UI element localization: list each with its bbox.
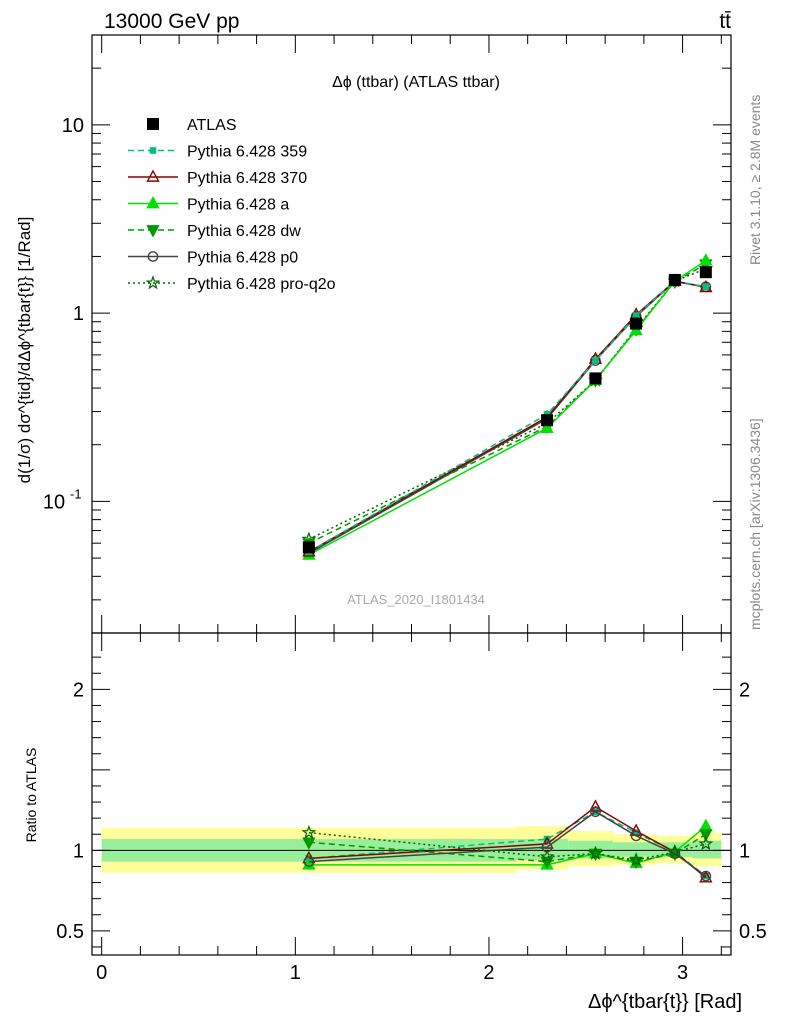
ratio-y-tick-label: 2 <box>73 679 84 701</box>
ratio-data-point <box>628 852 644 867</box>
ratio-series-layer <box>301 799 714 883</box>
main-data-point <box>302 541 315 554</box>
ratio-data-point <box>301 824 317 839</box>
legend-label: ATLAS <box>187 117 237 134</box>
ratio-data-point <box>699 870 713 883</box>
legend-label: Pythia 6.428 a <box>187 197 289 214</box>
ratio-y-tick-label-right: 2 <box>739 679 750 701</box>
main-axis-ticks: 10 -1 1 10 <box>43 34 731 634</box>
ratio-series-line <box>308 825 707 866</box>
legend-label: Pythia 6.428 dw <box>187 223 301 240</box>
ratio-frame-rect <box>91 632 732 956</box>
main-data-point <box>699 253 713 266</box>
main-data-point <box>540 420 554 433</box>
legend-marker <box>145 275 161 290</box>
main-data-point <box>668 273 681 286</box>
main-y-tick-label-exp: -1 <box>70 486 82 501</box>
legend: ATLAS Pythia 6.428 359 Pythia 6.428 370 Pyt… <box>128 117 336 293</box>
ratio-data-point <box>669 848 681 859</box>
ratio-y-tick-label: 1 <box>73 840 84 862</box>
main-data-point <box>699 266 712 279</box>
main-series-line <box>308 280 706 553</box>
ratio-y-tick-label: 0.5 <box>56 921 84 943</box>
main-title: Δϕ (ttbar) (ATLAS ttbar) <box>332 74 500 91</box>
rivet-label: Rivet 3.1.10, ≥ 2.8M events <box>747 95 763 265</box>
ratio-data-point <box>699 829 713 842</box>
ratio-plot-frame <box>91 632 732 956</box>
main-data-point <box>702 283 710 291</box>
ratio-data-point <box>302 857 316 870</box>
ratio-series-line <box>308 810 707 877</box>
ratio-data-point <box>700 870 712 882</box>
ratio-data-point <box>303 856 315 867</box>
main-panel: Δϕ (ttbar) (ATLAS ttbar) ATLAS_2020_I180… <box>15 74 500 607</box>
main-series-line <box>308 280 706 553</box>
legend-marker <box>146 169 160 182</box>
legend-marker <box>146 225 160 238</box>
legend-label: Pythia 6.428 370 <box>187 170 307 187</box>
ratio-data-point <box>632 829 640 836</box>
legend-marker <box>147 251 159 262</box>
legend-marker <box>146 195 160 209</box>
stat-uncertainty-band <box>612 842 658 857</box>
ratio-x-tick-label: 3 <box>677 962 688 984</box>
stat-uncertainty-band <box>692 840 722 859</box>
ratio-axis-ticks: 0 1 2 3 0.5 0.5 1 1 2 2 <box>56 633 767 984</box>
mcplots-label: mcplots.cern.ch [arXiv:1306.3436] <box>747 418 763 630</box>
main-data-point <box>632 312 640 319</box>
main-y-tick-label: 10 <box>62 115 84 137</box>
legend-label: Pythia 6.428 p0 <box>187 250 298 267</box>
main-data-point <box>592 357 599 364</box>
main-data-point <box>630 317 643 330</box>
main-series-line <box>308 268 707 540</box>
ratio-data-point <box>667 844 683 859</box>
main-series-line <box>308 280 706 554</box>
analysis-id: ATLAS_2020_I1801434 <box>347 592 485 607</box>
process-label: tt̄ <box>719 10 731 33</box>
main-data-point <box>541 414 554 427</box>
ratio-ylabel: Ratio to ATLAS <box>23 748 39 843</box>
beam-label: 13000 GeV pp <box>104 10 239 33</box>
main-data-point <box>589 372 602 385</box>
ratio-y-tick-label-right: 0.5 <box>739 921 767 943</box>
ratio-data-point <box>539 848 555 864</box>
ratio-xlabel: Δϕ^{tbar{t}} [Rad] <box>588 991 742 1013</box>
legend-label: Pythia 6.428 pro-q2o <box>187 276 336 293</box>
main-y-tick-label: 10 <box>43 491 65 513</box>
ratio-data-point <box>590 806 601 818</box>
ratio-x-tick-label: 2 <box>483 962 494 984</box>
main-y-tick-label: 1 <box>73 303 84 325</box>
main-ylabel: d(1/σ) dσ^{tid}/dΔϕ^{tbar{t}} [1/Rad] <box>15 217 34 484</box>
ratio-data-point <box>698 836 714 851</box>
ratio-x-tick-label: 1 <box>290 962 301 984</box>
ratio-data-point <box>302 837 316 850</box>
main-series-layer <box>301 253 714 560</box>
legend-marker <box>149 147 157 154</box>
ratio-y-tick-label-right: 1 <box>739 840 750 862</box>
legend-marker <box>147 118 159 130</box>
ratio-data-point <box>630 830 642 842</box>
legend-label: Pythia 6.428 359 <box>187 144 307 161</box>
ratio-data-point <box>588 845 603 860</box>
ratio-x-tick-label: 0 <box>96 962 107 984</box>
ratio-data-point <box>699 818 713 832</box>
